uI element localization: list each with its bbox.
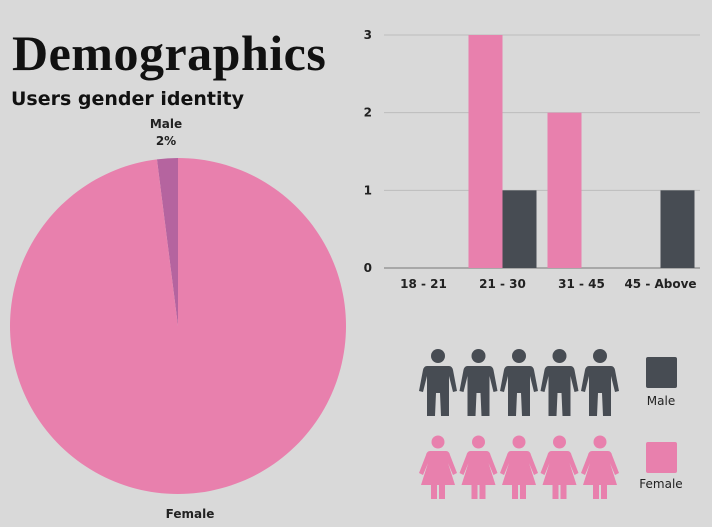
male-person-icon [419,349,457,416]
pie-label-male-value: 2% [155,134,177,149]
bar-male [502,190,537,268]
female-person-icon [419,435,457,499]
people-icons [419,349,619,499]
x-tick-label: 45 - Above [624,277,696,291]
page-title: Demographics [12,25,327,81]
y-tick-label: 3 [364,28,372,42]
pie-label-male: Male 2% [140,116,192,151]
legend-male-swatch [646,357,677,388]
male-person-icon [581,349,619,416]
male-person-icon [459,349,498,416]
female-person-icon [500,435,538,499]
male-person-icon [540,349,579,416]
x-tick-label: 21 - 30 [479,277,526,291]
bar-male [660,190,695,268]
pie-chart-title: Users gender identity [11,88,244,110]
gender-pie-chart [10,158,347,495]
legend-female-label: Female [639,477,683,491]
female-person-icon [540,435,579,499]
y-tick-label: 0 [364,261,372,275]
pie-slice-female [10,158,347,495]
male-person-icon [500,349,538,416]
y-tick-label: 1 [364,183,372,197]
pie-label-female: Female [165,507,215,521]
female-person-icon [581,435,619,499]
pie-label-male-name: Male [149,117,183,131]
y-tick-label: 2 [364,106,372,120]
pie-slice-male [156,158,178,326]
bar-female [468,35,503,268]
legend-female-swatch [646,442,677,473]
age-bar-chart: 0 1 2 3 18 - 21 21 - 30 31 - 45 45 - Above [364,28,700,291]
x-tick-label: 18 - 21 [400,277,447,291]
female-person-icon [459,435,498,499]
x-tick-label: 31 - 45 [558,277,605,291]
bar-female [547,112,582,269]
legend-male-label: Male [646,394,676,408]
